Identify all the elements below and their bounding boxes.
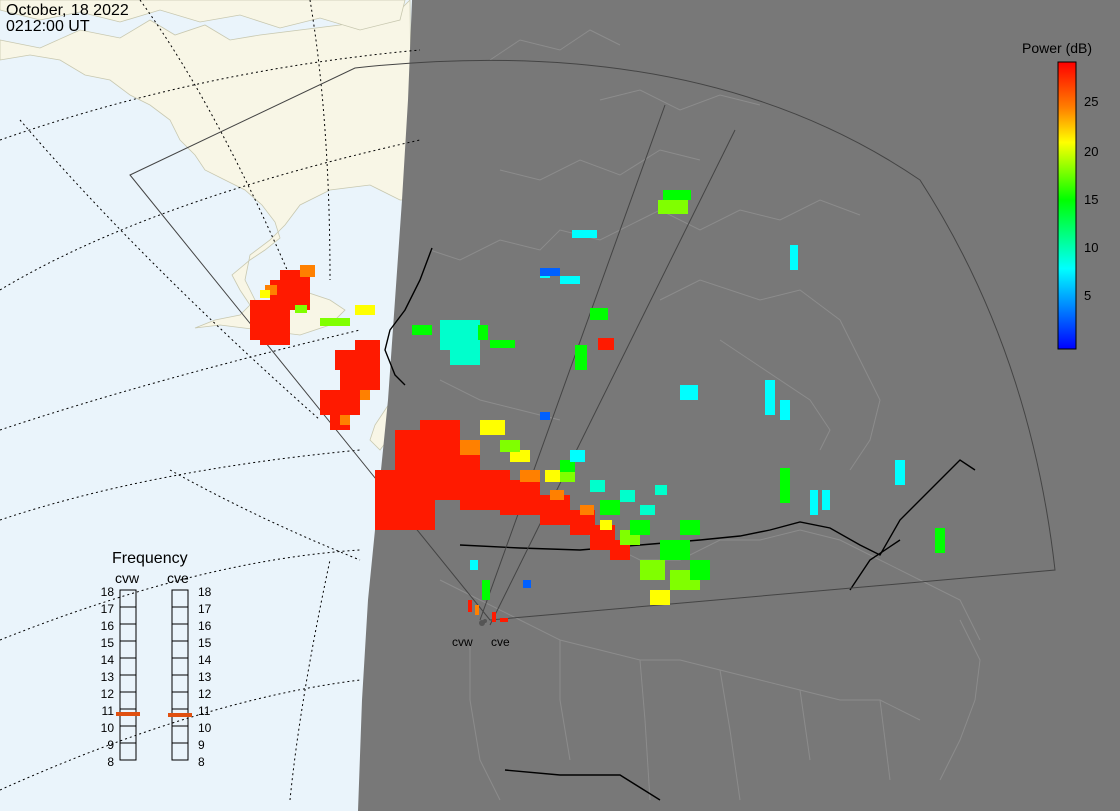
frequency-scale-label: 9 [198, 738, 205, 752]
frequency-scale-label: 12 [100, 687, 114, 701]
frequency-scale-label: 10 [198, 721, 212, 735]
frequency-scale-label: 16 [100, 619, 114, 633]
frequency-scale-label: 14 [100, 653, 114, 667]
frequency-scale-label: 14 [198, 653, 212, 667]
frequency-scale-label: 15 [100, 636, 114, 650]
night-terminator-region [358, 0, 1120, 811]
northern-coast [0, 0, 406, 31]
colorbar-tick: 15 [1084, 192, 1099, 207]
cvw-frequency-indicator [116, 712, 140, 716]
land-outlines-night [429, 29, 981, 801]
cve-frequency-indicator [168, 713, 192, 717]
frequency-scale-label: 13 [198, 670, 212, 684]
lat-lon-grid [0, 0, 421, 801]
frequency-scale-label: 16 [198, 619, 212, 633]
frequency-radar-label-cve: cve [167, 570, 189, 586]
colorbar-tick: 25 [1084, 94, 1099, 109]
colorbar-tick: 20 [1084, 144, 1099, 159]
frequency-scale-label: 11 [101, 704, 114, 718]
colorbar-title: Power (dB) [1022, 40, 1093, 56]
frequency-scale-label: 8 [107, 755, 114, 769]
frequency-scale-label: 10 [100, 721, 114, 735]
frequency-scale-label: 11 [198, 704, 211, 718]
radar-site-marker [483, 619, 487, 623]
radar-site-label-cve: cve [491, 635, 510, 649]
radar-site-label-cvw: cvw [452, 635, 473, 649]
frequency-scale-label: 18 [100, 585, 114, 599]
map-time-label: 0212:00 UT [6, 18, 90, 35]
frequency-scale-label: 9 [107, 738, 114, 752]
power-colorbar [1057, 61, 1077, 350]
colorbar-tick: 10 [1084, 240, 1099, 255]
frequency-scale-label: 15 [198, 636, 212, 650]
frequency-scale-label: 12 [198, 687, 212, 701]
colorbar-tick: 5 [1084, 288, 1092, 303]
frequency-radar-label-cvw: cvw [115, 570, 140, 586]
frequency-panel-title: Frequency [112, 550, 188, 567]
frequency-scale-label: 18 [198, 585, 212, 599]
map-date-label: October, 18 2022 [6, 2, 129, 19]
radar-echo-cells [250, 190, 945, 622]
frequency-scale-label: 17 [198, 602, 212, 616]
frequency-scale-label: 17 [100, 602, 114, 616]
frequency-scale-label: 8 [198, 755, 205, 769]
frequency-scale-label: 13 [100, 670, 114, 684]
radar-fov-outlines [129, 59, 1056, 626]
frequency-scales [119, 589, 189, 761]
